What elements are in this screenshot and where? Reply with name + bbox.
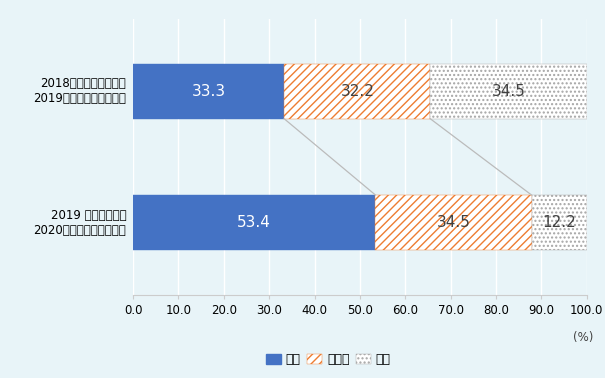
Text: 32.2: 32.2 (341, 84, 374, 99)
Text: 34.5: 34.5 (492, 84, 526, 99)
Text: (%): (%) (572, 331, 593, 344)
Text: 12.2: 12.2 (543, 215, 577, 230)
Bar (375, 195, 532, 250)
Bar (430, 64, 587, 119)
Bar (284, 64, 430, 119)
Bar (133, 195, 375, 250)
Legend: 改善, 横ばい, 悪化: 改善, 横ばい, 悪化 (261, 349, 396, 371)
Bar (133, 64, 284, 119)
Bar (532, 195, 587, 250)
Text: 33.3: 33.3 (192, 84, 226, 99)
Text: 34.5: 34.5 (437, 215, 471, 230)
Text: 53.4: 53.4 (237, 215, 271, 230)
